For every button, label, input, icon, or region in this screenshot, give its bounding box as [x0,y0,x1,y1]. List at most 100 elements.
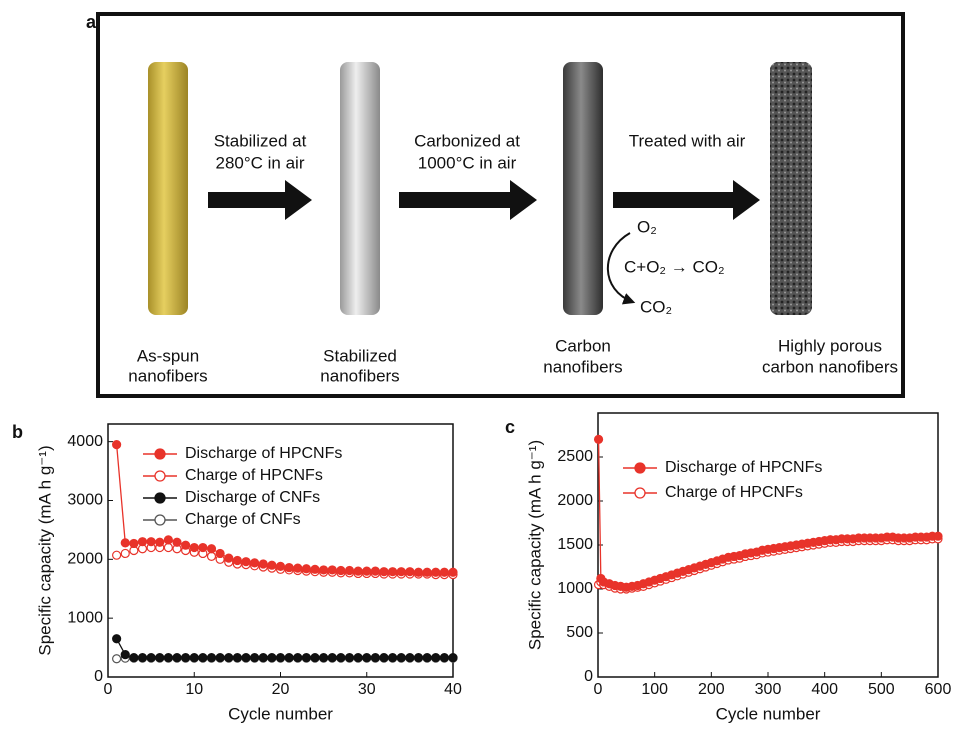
fiber-label: nanofibers [320,366,399,385]
data-point [206,652,217,663]
data-point [336,652,346,663]
fiber [340,62,380,315]
legend-label: Discharge of CNFs [185,489,320,506]
data-point [163,535,173,545]
data-point [206,544,217,554]
fiber-label: As-spun [137,346,199,365]
fiber-label: Carbon [555,336,611,355]
reaction-input: O₂ [637,217,657,236]
data-point [448,567,458,577]
legend-marker [634,487,646,499]
panel-label: a [86,12,97,32]
data-point [112,634,122,644]
reaction-arrow [606,232,636,305]
data-point [112,439,122,450]
y-tick-label: 1500 [557,536,593,553]
data-point [172,652,182,663]
data-point [431,652,441,663]
arrow [613,180,760,220]
data-point [431,567,441,577]
y-tick-label: 2000 [67,551,103,568]
y-tick-label: 3000 [67,492,103,509]
x-tick-label: 400 [811,681,838,698]
legend-label: Discharge of HPCNFs [185,445,342,462]
series-line [115,444,453,573]
legend-marker [154,470,166,482]
data-point [362,652,372,663]
x-tick-label: 20 [272,681,290,698]
x-tick-label: 40 [444,681,462,698]
fiber-label: Highly porous [778,336,882,355]
data-point [933,531,943,541]
data-point [163,542,173,553]
data-point [362,566,372,576]
data-point [379,652,389,663]
x-tick-label: 200 [698,681,725,698]
data-point [284,652,294,663]
data-point [232,555,242,566]
x-tick-label: 100 [641,681,668,698]
data-point [155,537,165,547]
y-axis-label: Specific capacity (mA h g⁻¹) [525,440,544,650]
data-point [439,652,449,663]
step-label: 1000°C in air [418,153,517,172]
data-point [129,652,139,663]
data-point [267,652,277,663]
data-point [593,434,604,444]
x-tick-label: 0 [104,681,113,698]
x-axis-label: Cycle number [716,704,821,723]
y-tick-label: 2500 [557,448,593,465]
data-point [319,565,329,575]
legend-label: Discharge of HPCNFs [665,459,822,476]
data-point [189,652,199,663]
fiber-label: Stabilized [323,346,397,365]
data-point [137,537,148,547]
x-tick-label: 300 [755,681,782,698]
data-point [198,542,208,553]
step-label: Carbonized at [414,131,520,150]
fiber-label: carbon nanofibers [762,357,898,376]
data-point [405,652,415,663]
panel-frame [96,12,905,398]
data-point [319,652,329,663]
reaction-equation: C+O₂ → CO₂ [624,257,725,276]
data-point [146,537,156,547]
data-point [448,652,458,663]
data-point [250,652,260,663]
data-point [146,652,156,663]
y-tick-label: 1000 [557,580,593,597]
data-point [181,540,191,550]
data-point [422,567,432,577]
data-point [137,652,148,663]
data-point [181,652,191,663]
data-point [293,563,303,573]
data-point [310,652,320,663]
data-point [120,548,130,559]
data-point [112,654,122,664]
data-point [413,652,424,663]
data-point [336,565,346,576]
y-tick-label: 4000 [67,433,103,450]
data-point [396,652,406,663]
data-point [327,565,337,575]
panel-label: c [505,417,515,437]
fiber-label: nanofibers [128,366,207,385]
data-point [405,567,415,577]
x-tick-label: 500 [868,681,895,698]
y-tick-label: 2000 [557,492,593,509]
data-point [284,562,294,573]
data-point [198,652,208,663]
data-point [370,566,380,576]
data-point [206,551,217,561]
x-tick-label: 10 [185,681,203,698]
legend-label: Charge of CNFs [185,511,301,528]
data-point [232,652,242,663]
fiber [770,62,812,315]
legend-marker [154,514,166,526]
data-point [422,652,432,663]
data-point [327,652,337,663]
data-point [310,564,320,574]
step-label: Treated with air [629,131,746,150]
legend-label: Charge of HPCNFs [185,467,323,484]
